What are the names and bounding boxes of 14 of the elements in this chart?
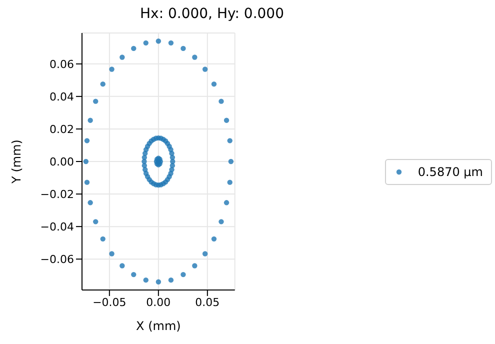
chart-title: Hx: 0.000, Hy: 0.000 xyxy=(139,6,285,22)
y-tick-label: 0.00 xyxy=(50,155,74,168)
y-tick-label: 0.02 xyxy=(50,122,74,136)
y-tick-label: −0.06 xyxy=(40,253,74,266)
x-axis-title: X (mm) xyxy=(136,319,181,333)
y-tick-label: −0.02 xyxy=(40,188,74,201)
x-tick-label: −0.05 xyxy=(92,296,126,309)
y-tick-label: 0.06 xyxy=(50,58,74,71)
y-axis-title: Y (mm) xyxy=(9,140,24,184)
y-tick-label: 0.04 xyxy=(50,90,74,104)
x-tick-label: 0.00 xyxy=(146,296,171,309)
x-tick-label: 0.05 xyxy=(195,296,220,309)
y-tick-label: −0.04 xyxy=(40,220,74,234)
legend-label: 0.5870 µm xyxy=(418,165,483,179)
